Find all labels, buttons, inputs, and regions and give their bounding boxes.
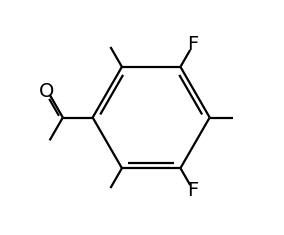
Text: O: O bbox=[39, 82, 54, 101]
Text: F: F bbox=[187, 35, 199, 55]
Text: F: F bbox=[187, 180, 199, 200]
